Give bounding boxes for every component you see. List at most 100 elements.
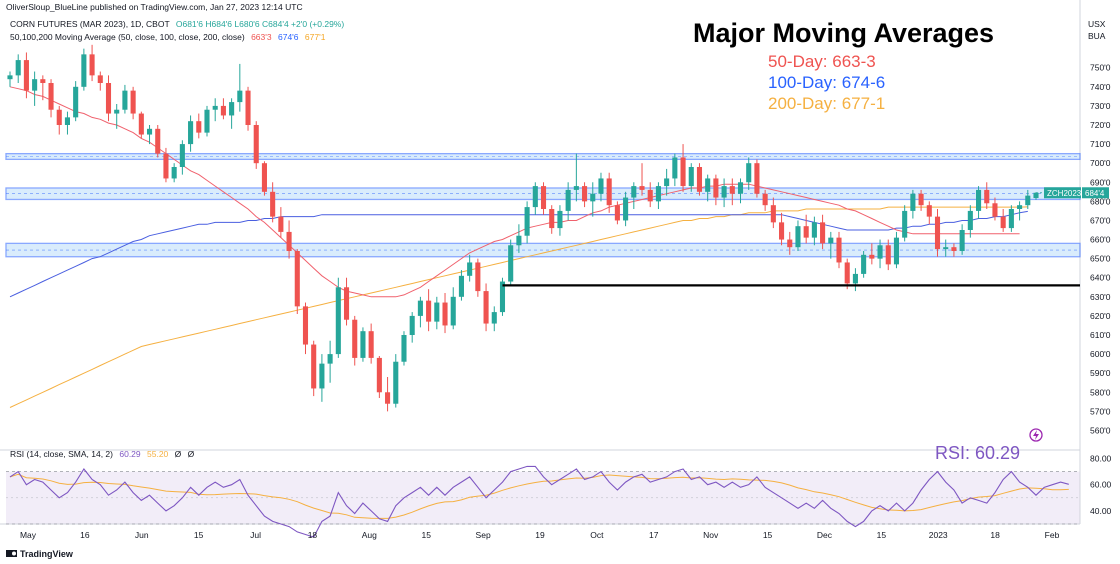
candle xyxy=(114,104,120,129)
price-tick-label: 610'0 xyxy=(1090,330,1111,340)
candle xyxy=(434,296,440,330)
candle xyxy=(286,220,292,259)
candle xyxy=(171,163,177,183)
time-tick-label: 16 xyxy=(80,530,90,540)
publisher-line: OliverSloup_BlueLine published on Tradin… xyxy=(6,2,303,12)
candle xyxy=(319,354,325,402)
ma-legend-line: 50,100,200 Moving Average (50, close, 10… xyxy=(10,32,326,42)
candle xyxy=(475,258,481,297)
candle xyxy=(918,189,924,211)
candle xyxy=(984,182,990,209)
candle xyxy=(1025,189,1031,209)
candle xyxy=(828,231,834,259)
price-tick-label: 740'0 xyxy=(1090,82,1111,92)
candle xyxy=(179,140,185,175)
candle xyxy=(737,178,744,204)
price-tag: ZCH2023 684'4 xyxy=(1044,187,1109,199)
candle xyxy=(852,268,858,292)
candle xyxy=(130,86,136,120)
time-tick-label: Sep xyxy=(476,530,491,540)
ma200-line xyxy=(9,206,1028,408)
time-tick-label: 2023 xyxy=(929,530,948,540)
time-tick-label: 17 xyxy=(649,530,659,540)
candle xyxy=(647,182,653,208)
candle xyxy=(795,220,801,251)
candle xyxy=(442,293,448,334)
candle xyxy=(606,172,612,213)
candle xyxy=(81,48,87,91)
rsi-legend-v2: 55.20 xyxy=(147,449,169,459)
candle xyxy=(631,182,637,209)
candle xyxy=(146,125,153,145)
candle xyxy=(885,239,891,271)
price-tick-label: 660'0 xyxy=(1090,235,1111,245)
candle xyxy=(1000,209,1006,232)
candle xyxy=(270,182,276,223)
candle xyxy=(188,115,194,152)
candle xyxy=(204,105,210,137)
candle xyxy=(951,243,957,257)
candle xyxy=(196,113,202,139)
currency-label: USX xyxy=(1088,19,1106,29)
candle xyxy=(705,174,711,202)
candle xyxy=(7,71,13,87)
candle xyxy=(261,161,267,196)
tradingview-logo: TradingView xyxy=(6,549,74,559)
candle xyxy=(713,174,719,206)
candle xyxy=(770,197,776,229)
ma100-legend-value: 674'6 xyxy=(278,32,299,42)
candle xyxy=(540,182,547,215)
candle xyxy=(212,98,218,122)
candle xyxy=(1008,205,1014,232)
candle xyxy=(754,159,760,198)
price-tick-label: 700'0 xyxy=(1090,158,1111,168)
ma200-legend-value: 677'1 xyxy=(305,32,326,42)
candle xyxy=(40,75,46,101)
candle xyxy=(1017,201,1023,221)
candle xyxy=(343,277,350,326)
candle xyxy=(959,224,965,255)
candle xyxy=(746,157,752,190)
candle xyxy=(672,153,678,187)
candle xyxy=(229,98,235,129)
annotation-ma50: 50-Day: 663-3 xyxy=(768,52,876,71)
candle xyxy=(311,340,317,397)
annotation-ma200: 200-Day: 677-1 xyxy=(768,94,885,113)
time-axis: May 16 Jun 15 Jul 18 Aug 15 Sep 19 Oct 17 Nov 15 Dec 15… xyxy=(20,530,1060,540)
tradingview-brand: TradingView xyxy=(20,549,74,559)
candle xyxy=(623,191,629,227)
time-tick-label: Oct xyxy=(590,530,604,540)
candle xyxy=(245,86,251,131)
candle xyxy=(335,277,341,358)
candle xyxy=(975,186,982,219)
candle xyxy=(893,231,900,269)
time-tick-label: 15 xyxy=(421,530,431,540)
candle xyxy=(680,144,686,192)
candle xyxy=(639,163,645,196)
time-tick-label: Dec xyxy=(817,530,833,540)
rsi-tick-label: 40.00 xyxy=(1090,506,1112,516)
candle xyxy=(696,163,703,196)
candle xyxy=(237,63,243,112)
candle xyxy=(926,201,932,225)
candle xyxy=(992,197,998,221)
lightning-icon[interactable] xyxy=(1029,428,1043,442)
candle xyxy=(902,205,908,242)
price-tick-label: 670'0 xyxy=(1090,215,1111,225)
candle xyxy=(56,105,62,135)
rsi-axis: 80.00 60.00 40.00 xyxy=(1090,454,1112,516)
candle xyxy=(220,98,226,120)
candle xyxy=(721,178,727,208)
candle xyxy=(844,258,850,290)
price-axis: 750'0 740'0 730'0 720'0 710'0 700'0 690'0 680'0… xyxy=(1090,63,1111,436)
candle xyxy=(729,178,735,206)
symbol-name: CORN FUTURES (MAR 2023), 1D, CBOT xyxy=(10,19,169,29)
price-tick-label: 590'0 xyxy=(1090,368,1111,378)
candle xyxy=(294,249,300,314)
time-tick-label: 18 xyxy=(990,530,1000,540)
price-tag-value: 684'4 xyxy=(1085,189,1105,198)
price-tick-label: 620'0 xyxy=(1090,311,1111,321)
candle xyxy=(565,182,571,221)
price-tick-label: 560'0 xyxy=(1090,425,1111,435)
price-tick-label: 690'0 xyxy=(1090,177,1111,187)
